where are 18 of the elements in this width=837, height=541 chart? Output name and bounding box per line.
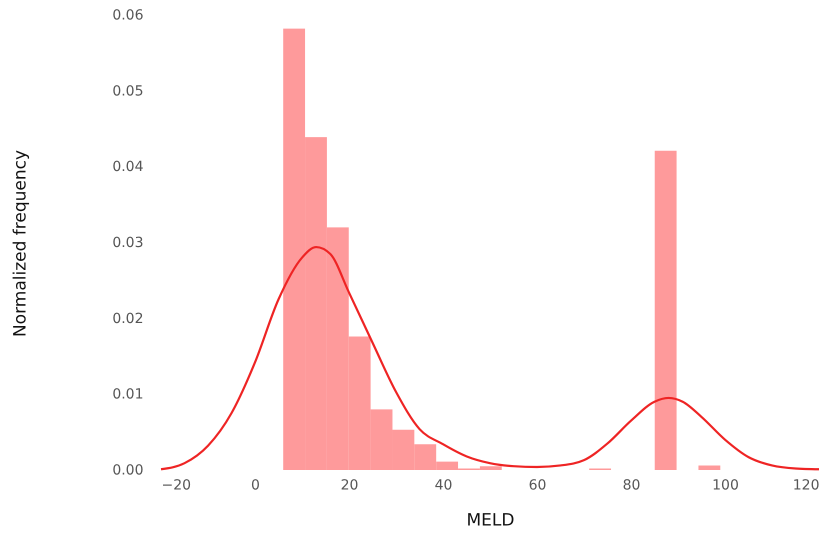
x-tick-label: −20 [162,478,192,494]
y-axis-title: Normalized frequency [10,150,30,338]
y-tick-label: 0.00 [112,462,144,478]
x-axis-title: MELD [466,510,514,530]
x-tick-label: 80 [622,478,640,494]
y-tick-label: 0.04 [112,159,144,176]
line-series [160,246,820,470]
y-tick-label: 0.01 [112,386,144,403]
x-tick-label: 60 [528,478,546,494]
x-tick-label: 120 [792,478,820,494]
y-tick-label: 0.02 [112,310,144,327]
x-tick-label: 0 [251,478,260,494]
y-tick-label: 0.03 [112,235,144,251]
x-tick-label: 100 [712,478,739,494]
x-tick-label: 40 [434,478,452,494]
x-tick-label: 20 [340,478,358,494]
y-tick-label: 0.06 [112,8,144,24]
y-tick-label: 0.05 [112,83,144,100]
